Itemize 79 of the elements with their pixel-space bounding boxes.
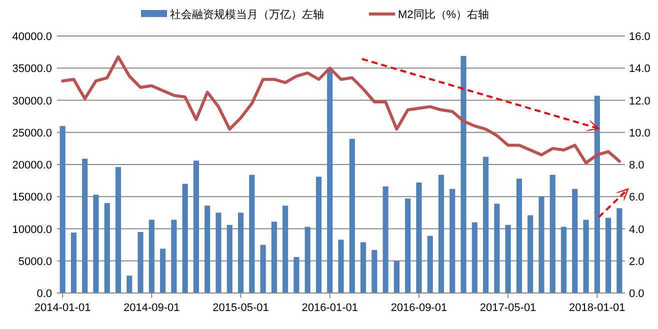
- y2-tick-label: 12.0: [629, 95, 650, 108]
- y2-tick-label: 6.0: [629, 192, 644, 204]
- bar: [182, 184, 188, 293]
- bar: [405, 198, 411, 293]
- bar: [538, 196, 544, 293]
- bar: [204, 206, 210, 293]
- y-tick-label: 15000.0: [12, 192, 52, 204]
- bar: [294, 257, 300, 293]
- bar: [338, 240, 344, 293]
- bar: [70, 232, 76, 293]
- bar: [560, 226, 567, 293]
- bar: [572, 188, 578, 293]
- bar: [450, 188, 456, 293]
- y2-tick-label: 8.0: [629, 160, 644, 172]
- bar: [238, 212, 244, 293]
- bar: [226, 224, 232, 293]
- y2-tick-label: 4.0: [629, 224, 644, 236]
- bar: [327, 68, 333, 293]
- bar: [93, 194, 99, 293]
- bar: [148, 220, 154, 293]
- bar: [550, 174, 556, 293]
- x-tick-label: 2016-01-01: [302, 302, 358, 314]
- bar: [360, 242, 366, 293]
- bar: [382, 186, 388, 293]
- bar: [427, 236, 433, 293]
- bar: [249, 174, 255, 293]
- y2-tick-label: 10.0: [629, 127, 650, 140]
- y-tick-label: 35000.0: [12, 63, 52, 76]
- bar: [60, 126, 66, 293]
- bar: [528, 215, 534, 293]
- legend-label: M2同比（%）右轴: [398, 8, 490, 21]
- bar: [472, 222, 478, 293]
- bar: [282, 206, 288, 293]
- y2-tick-label: 2.0: [629, 256, 644, 268]
- y-tick-label: 25000.0: [12, 127, 52, 140]
- x-tick-label: 2017-05-01: [480, 302, 536, 314]
- bar: [171, 220, 177, 293]
- bar: [115, 167, 122, 293]
- x-tick-label: 2014-09-01: [124, 302, 180, 314]
- bar: [193, 160, 199, 293]
- bar: [394, 260, 400, 293]
- bar: [516, 178, 522, 293]
- bar: [304, 226, 310, 293]
- bar: [416, 182, 422, 293]
- y2-tick-label: 0.0: [629, 288, 644, 300]
- line-series: [61, 55, 621, 164]
- bar: [372, 250, 378, 293]
- bar: [483, 156, 489, 293]
- bar: [138, 232, 144, 293]
- bar: [104, 203, 110, 293]
- x-tick-label: 2018-01-01: [569, 302, 626, 314]
- bar: [583, 220, 589, 293]
- bar: [616, 208, 622, 293]
- x-tick-label: 2016-09-01: [390, 302, 448, 314]
- bar: [494, 204, 500, 293]
- bar: [349, 138, 355, 293]
- bar: [271, 222, 277, 293]
- bar: [316, 176, 322, 293]
- y-tick-label: 40000.0: [12, 31, 52, 43]
- bar: [126, 276, 132, 293]
- x-tick-label: 2014-01-01: [34, 302, 91, 314]
- bar: [505, 224, 511, 293]
- y2-tick-label: 14.0: [629, 63, 650, 76]
- bar: [216, 212, 222, 293]
- y-tick-label: 20000.0: [12, 160, 52, 172]
- bar: [82, 158, 88, 293]
- bar: [260, 244, 266, 293]
- bar: [606, 218, 612, 293]
- y-tick-label: 30000.0: [12, 95, 52, 108]
- y-tick-label: 0.0: [36, 288, 52, 300]
- x-tick-label: 2015-05-01: [212, 302, 269, 314]
- y2-tick-label: 16.0: [629, 31, 650, 43]
- bar: [438, 174, 444, 293]
- bar: [460, 56, 466, 293]
- bar: [594, 96, 600, 293]
- y-tick-label: 10000.0: [12, 224, 52, 236]
- y-tick-label: 5000.0: [18, 256, 52, 268]
- bar: [160, 248, 166, 293]
- legend-label: 社会融资规模当月（万亿）左轴: [170, 8, 324, 21]
